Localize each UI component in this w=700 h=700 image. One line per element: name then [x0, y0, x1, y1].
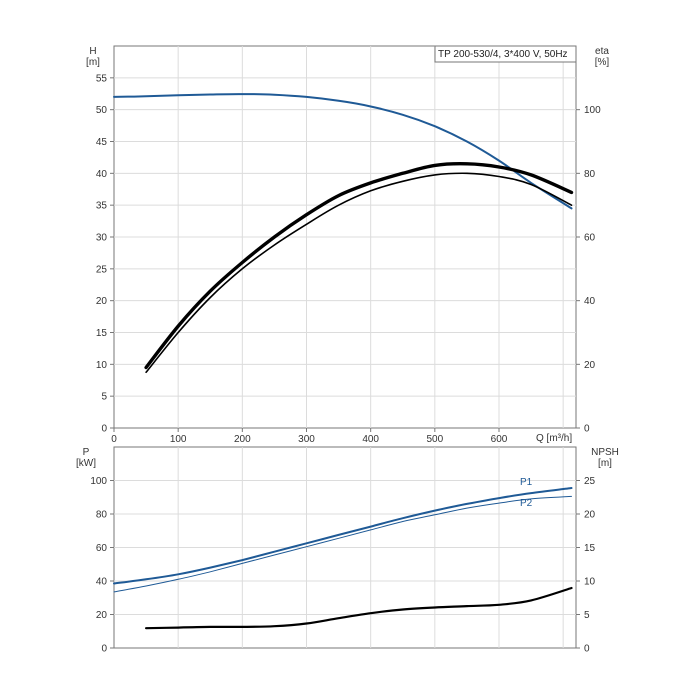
right-axis-tick-label: 60 — [584, 233, 596, 244]
lower-left-axis-label: P — [83, 447, 90, 458]
upper-right-axis-label: eta — [595, 46, 609, 57]
left-axis-tick-label: 45 — [96, 137, 108, 148]
x-axis-label: Q [m³/h] — [536, 433, 572, 444]
grid-lines — [114, 46, 576, 648]
lower-right-axis-unit: [m] — [598, 458, 612, 469]
lower-left-axis-unit: [kW] — [76, 458, 96, 469]
x-axis-tick-label: 300 — [298, 434, 315, 445]
lower-right-axis-label: NPSH — [591, 447, 619, 458]
left-axis-tick-label: 55 — [96, 73, 108, 84]
left-axis-tick-label: 5 — [101, 392, 107, 403]
left-axis-tick-label: 15 — [96, 328, 108, 339]
left-axis-tick-label: 0 — [101, 644, 107, 655]
right-axis-tick-label: 5 — [584, 610, 590, 621]
series-line — [113, 93, 573, 210]
series-lines — [113, 93, 574, 630]
right-axis-tick-label: 20 — [584, 510, 596, 521]
right-axis-tick-label: 40 — [584, 296, 596, 307]
series-line — [144, 161, 574, 370]
left-axis-tick-label: 40 — [96, 577, 108, 588]
x-axis-tick-label: 600 — [491, 434, 508, 445]
upper-left-axis-label: H — [89, 46, 96, 57]
left-axis-tick-label: 25 — [96, 264, 108, 275]
right-axis-tick-label: 20 — [584, 360, 596, 371]
right-axis-tick-label: 80 — [584, 169, 596, 180]
title-box — [434, 45, 577, 63]
legend-p2: P2 — [520, 498, 533, 509]
x-axis-tick-label: 200 — [234, 434, 251, 445]
right-axis-tick-label: 0 — [584, 424, 590, 435]
left-axis-tick-label: 20 — [96, 610, 108, 621]
legend-p1: P1 — [520, 477, 533, 488]
series-line — [145, 172, 573, 374]
upper-right-axis-unit: [%] — [595, 57, 610, 68]
series-line — [145, 586, 573, 630]
right-axis-tick-label: 15 — [584, 543, 596, 554]
right-axis-tick-label: 0 — [584, 644, 590, 655]
left-axis-tick-label: 60 — [96, 543, 108, 554]
series-line-p1 — [113, 487, 573, 585]
left-axis-tick-label: 30 — [96, 233, 108, 244]
x-axis-tick-label: 500 — [426, 434, 443, 445]
left-axis-tick-label: 20 — [96, 296, 108, 307]
left-axis-tick-label: 0 — [101, 424, 107, 435]
left-axis-tick-label: 10 — [96, 360, 108, 371]
left-axis-tick-label: 80 — [96, 510, 108, 521]
upper-left-axis-unit: [m] — [86, 57, 100, 68]
chart-title: TP 200-530/4, 3*400 V, 50Hz — [438, 49, 568, 60]
right-axis-tick-label: 100 — [584, 105, 601, 116]
left-axis-tick-label: 50 — [96, 105, 108, 116]
x-axis-tick-label: 100 — [170, 434, 187, 445]
left-axis-tick-label: 35 — [96, 201, 108, 212]
right-axis-tick-label: 25 — [584, 476, 596, 487]
right-axis-tick-label: 10 — [584, 577, 596, 588]
series-line-p2 — [113, 495, 572, 593]
left-axis-tick-label: 100 — [90, 476, 107, 487]
x-axis-tick-label: 400 — [362, 434, 379, 445]
left-axis-tick-label: 40 — [96, 169, 108, 180]
x-axis-tick-label: 0 — [111, 434, 117, 445]
